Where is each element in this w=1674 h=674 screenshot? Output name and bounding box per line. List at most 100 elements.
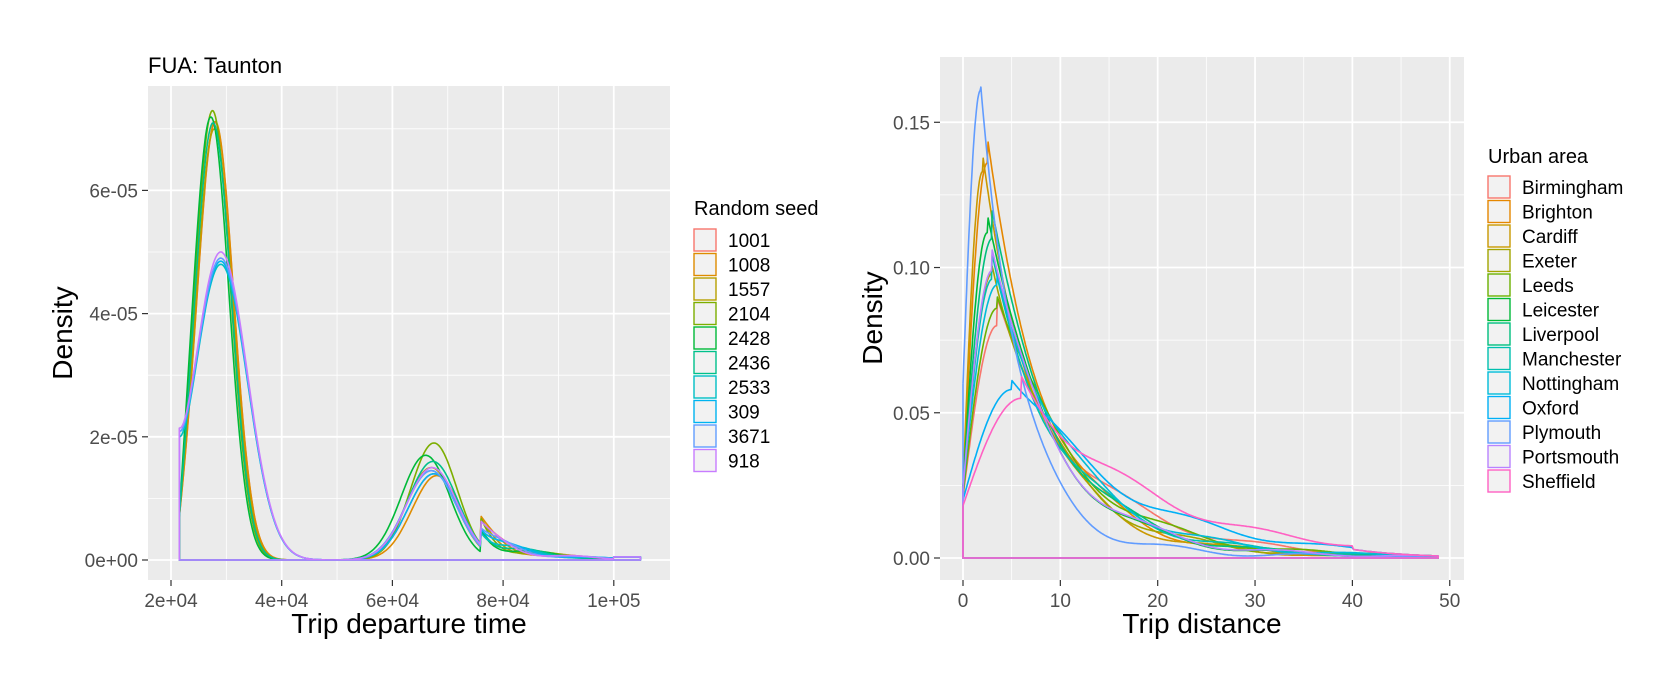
- x-axis-ticks: 0 10 20 30 40 50: [958, 580, 1460, 612]
- legend-label: 1001: [728, 231, 770, 252]
- legend-key: [693, 424, 717, 448]
- legend-label: Plymouth: [1522, 423, 1601, 444]
- legend-key: [1487, 297, 1511, 322]
- legend-item: Sheffield: [1487, 469, 1596, 493]
- x-tick-label: 10: [1050, 591, 1071, 612]
- x-tick-label: 50: [1439, 591, 1460, 612]
- y-tick-label: 0.10: [893, 259, 930, 280]
- density-line-918: [178, 251, 642, 561]
- legend-label: 3671: [728, 427, 770, 448]
- legend-item: Leicester: [1487, 297, 1600, 322]
- legend-label: Cardiff: [1522, 227, 1578, 248]
- y-tick-label: 0.05: [893, 404, 930, 425]
- x-tick-label: 1e+05: [587, 591, 640, 612]
- legend-key: [693, 399, 717, 424]
- legend-item: 2428: [693, 326, 770, 350]
- legend-item: 2533: [693, 375, 770, 399]
- legend-item: 918: [693, 448, 760, 473]
- y-axis-ticks: 0.00 0.05 0.10 0.15: [893, 113, 940, 570]
- legend-item: 1557: [693, 277, 770, 301]
- legend-label: 2104: [728, 305, 771, 326]
- y-axis-label: Density: [47, 286, 78, 379]
- legend-label: Birmingham: [1522, 178, 1623, 199]
- legend: Random seed 1001 1008 1557 2104 2428 2436 2533…: [693, 198, 819, 473]
- legend-item: Cardiff: [1487, 224, 1578, 248]
- legend-key: [693, 252, 717, 277]
- legend-item: 2104: [693, 301, 771, 326]
- legend-label: Liverpool: [1522, 325, 1599, 346]
- y-tick-label: 0.00: [893, 549, 930, 570]
- legend-item: Portsmouth: [1487, 444, 1619, 469]
- legend-label: 2436: [728, 354, 770, 375]
- y-tick-label: 4e-05: [89, 305, 138, 326]
- legend-key: [1487, 395, 1511, 420]
- density-line-Portsmouth: [962, 249, 1439, 559]
- legend-key: [1487, 199, 1511, 224]
- legend-key: [693, 326, 717, 350]
- legend-label: Leicester: [1522, 301, 1600, 322]
- legend-key: [693, 301, 717, 326]
- legend-item: Brighton: [1487, 199, 1593, 224]
- legend-label: Sheffield: [1522, 472, 1596, 493]
- legend-item: Liverpool: [1487, 322, 1599, 346]
- y-tick-label: 0.15: [893, 113, 930, 134]
- legend-item: 1001: [693, 228, 770, 252]
- legend-key: [693, 448, 717, 473]
- legend-key: [1487, 469, 1511, 493]
- legend-key: [693, 350, 717, 375]
- chart-title: FUA: Taunton: [148, 53, 282, 78]
- legend-key: [693, 277, 717, 301]
- legend-item: 3671: [693, 424, 770, 448]
- legend-label: Nottingham: [1522, 374, 1619, 395]
- legend-item: 1008: [693, 252, 770, 277]
- legend: Urban area Birmingham Brighton Cardiff Exet…: [1487, 146, 1623, 493]
- y-axis-ticks: 0e+00 2e-05 4e-05 6e-05: [85, 181, 148, 572]
- legend-key: [1487, 273, 1511, 297]
- legend-item: Leeds: [1487, 273, 1574, 297]
- x-tick-label: 8e+04: [476, 591, 530, 612]
- legend-item: Birmingham: [1487, 175, 1623, 199]
- legend-key: [693, 228, 717, 252]
- legend-key: [1487, 444, 1511, 469]
- legend-title: Random seed: [694, 198, 819, 220]
- density-lines: [178, 109, 642, 561]
- density-line-Oxford: [962, 379, 1439, 559]
- x-tick-label: 0: [958, 591, 969, 612]
- y-axis-label: Density: [857, 271, 888, 364]
- legend-label: Manchester: [1522, 350, 1622, 371]
- legend-label: 918: [728, 452, 760, 473]
- legend-key: [693, 375, 717, 399]
- x-tick-label: 2e+04: [144, 591, 198, 612]
- density-line-Sheffield: [962, 375, 1439, 559]
- legend-item: 2436: [693, 350, 770, 375]
- legend-label: 309: [728, 403, 760, 424]
- legend-label: Oxford: [1522, 399, 1579, 420]
- legend-item: Nottingham: [1487, 371, 1619, 395]
- legend-label: Leeds: [1522, 276, 1574, 297]
- legend-item: 309: [693, 399, 760, 424]
- legend-key: [1487, 371, 1511, 395]
- x-axis-label: Trip distance: [1122, 608, 1281, 639]
- legend-item: Manchester: [1487, 346, 1622, 371]
- legend-key: [1487, 248, 1511, 273]
- x-tick-label: 30: [1244, 591, 1265, 612]
- legend-label: 1557: [728, 280, 770, 301]
- chart-trip-distance: 0.00 0.05 0.10 0.15 0 10 20 30 40 50 Trip distan…: [857, 57, 1623, 639]
- legend-item: Plymouth: [1487, 420, 1601, 444]
- x-axis-ticks: 2e+04 4e+04 6e+04 8e+04 1e+05: [144, 580, 640, 612]
- x-tick-label: 20: [1147, 591, 1168, 612]
- legend-label: 1008: [728, 256, 770, 277]
- chart-departure-time: FUA: Taunton 0e+00 2e-05 4e-05 6e-05 2e+04 4…: [47, 53, 819, 639]
- y-tick-label: 0e+00: [85, 551, 138, 572]
- legend-title: Urban area: [1488, 146, 1589, 168]
- density-lines: [962, 86, 1439, 559]
- legend-key: [1487, 346, 1511, 371]
- plot-panel: [940, 57, 1464, 580]
- legend-label: Brighton: [1522, 203, 1593, 224]
- legend-label: 2533: [728, 378, 770, 399]
- legend-label: Exeter: [1522, 252, 1578, 273]
- legend-key: [1487, 420, 1511, 444]
- legend-item: Oxford: [1487, 395, 1579, 420]
- legend-key: [1487, 322, 1511, 346]
- legend-key: [1487, 175, 1511, 199]
